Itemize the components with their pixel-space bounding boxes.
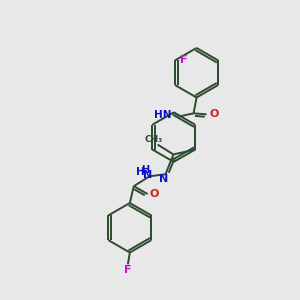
Text: CH₃: CH₃ xyxy=(145,135,163,144)
Text: N: N xyxy=(159,174,168,184)
Text: N: N xyxy=(143,170,152,180)
Text: F: F xyxy=(124,266,132,275)
Text: HN: HN xyxy=(154,110,172,120)
Text: H: H xyxy=(136,167,145,177)
Text: O: O xyxy=(210,109,219,119)
Text: F: F xyxy=(180,55,188,65)
Text: H: H xyxy=(141,165,149,175)
Text: O: O xyxy=(150,189,159,199)
